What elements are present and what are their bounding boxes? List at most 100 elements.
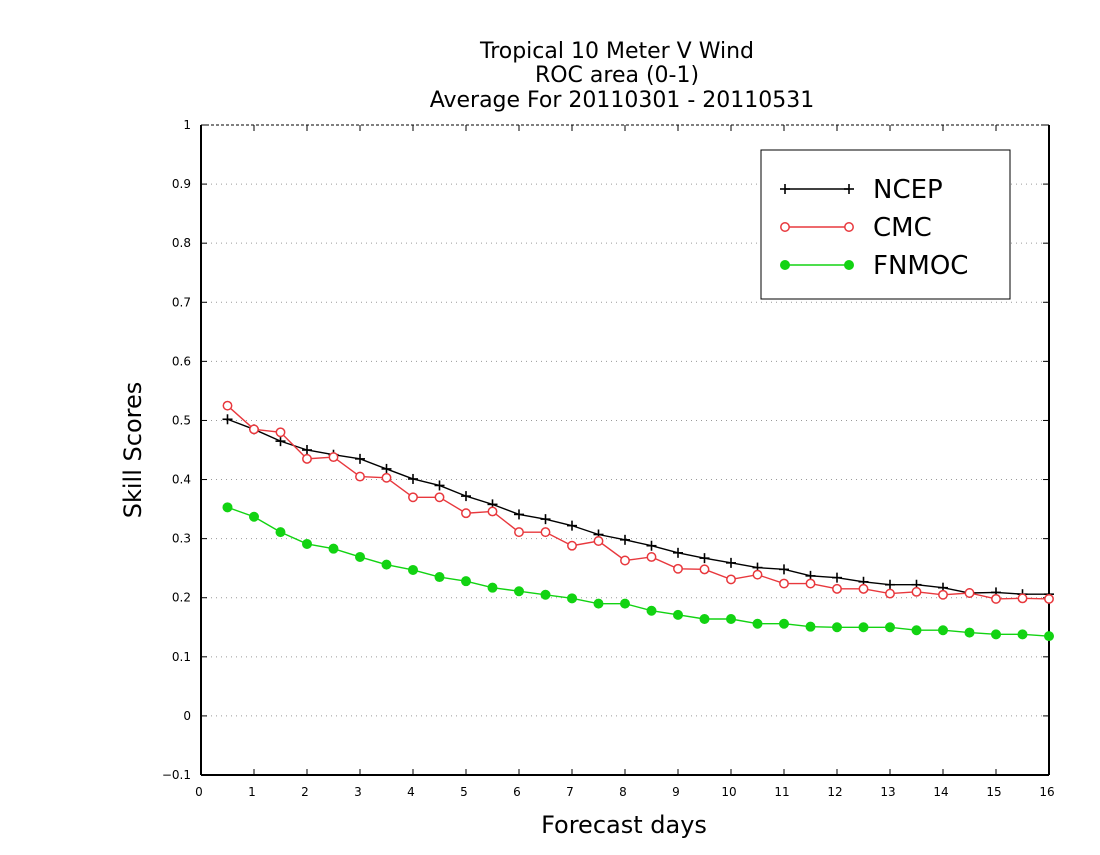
data-point-fnmoc bbox=[620, 598, 630, 609]
x-tick-label: 3 bbox=[354, 785, 362, 799]
chart-title-line-2: ROC area (0-1) bbox=[535, 63, 699, 88]
data-point-fnmoc bbox=[593, 598, 604, 609]
legend-marker-fnmoc bbox=[780, 260, 790, 270]
data-point-fnmoc bbox=[911, 625, 922, 636]
legend-marker-cmc bbox=[780, 222, 790, 232]
data-point-ncep bbox=[779, 564, 789, 575]
data-point-fnmoc bbox=[858, 622, 869, 633]
legend-marker-ncep bbox=[844, 184, 854, 194]
y-tick-label: 0.3 bbox=[172, 532, 191, 546]
x-tick-label: 6 bbox=[513, 785, 521, 799]
data-point-cmc bbox=[461, 508, 471, 519]
data-point-ncep bbox=[699, 553, 710, 564]
data-point-cmc bbox=[832, 583, 842, 594]
y-tick-label: 0.7 bbox=[172, 295, 191, 309]
data-point-cmc bbox=[302, 453, 312, 464]
data-point-cmc bbox=[540, 527, 551, 538]
data-point-ncep bbox=[275, 436, 286, 447]
data-point-ncep bbox=[646, 540, 657, 551]
legend-item-fnmoc: FNMOC bbox=[780, 251, 968, 281]
data-point-ncep bbox=[381, 463, 392, 474]
data-point-ncep bbox=[885, 579, 895, 590]
series-layer bbox=[222, 400, 1054, 642]
x-tick-label: 14 bbox=[933, 785, 948, 799]
y-tick-label: 0.6 bbox=[172, 354, 191, 368]
data-point-ncep bbox=[620, 534, 630, 545]
x-tick-label: 0 bbox=[195, 785, 203, 799]
data-point-cmc bbox=[328, 452, 339, 463]
data-point-fnmoc bbox=[779, 618, 789, 629]
data-point-fnmoc bbox=[514, 586, 524, 597]
legend-item-cmc: CMC bbox=[780, 213, 932, 243]
data-point-fnmoc bbox=[699, 614, 710, 624]
data-point-cmc bbox=[275, 427, 286, 438]
legend-label-cmc: CMC bbox=[873, 213, 932, 243]
data-point-cmc bbox=[620, 555, 630, 566]
legend-label-ncep: NCEP bbox=[873, 175, 943, 205]
legend: NCEP CMC FNMOC bbox=[760, 149, 1011, 300]
y-axis-title: Skill Scores bbox=[119, 382, 147, 519]
data-point-fnmoc bbox=[673, 609, 683, 620]
legend-marker-ncep bbox=[780, 184, 790, 194]
data-point-ncep bbox=[222, 414, 233, 425]
data-point-cmc bbox=[1044, 593, 1054, 604]
y-tick-label: 0.2 bbox=[172, 591, 191, 605]
data-point-fnmoc bbox=[567, 593, 577, 604]
x-tick-label: 4 bbox=[407, 785, 415, 799]
data-point-fnmoc bbox=[328, 543, 339, 554]
data-point-cmc bbox=[779, 578, 789, 589]
data-point-cmc bbox=[222, 400, 233, 411]
x-axis-title: Forecast days bbox=[541, 811, 707, 839]
data-point-ncep bbox=[302, 445, 312, 455]
chart-title-line-1: Tropical 10 Meter V Wind bbox=[479, 39, 754, 64]
data-point-fnmoc bbox=[964, 627, 975, 638]
y-tick-label: 0.1 bbox=[172, 650, 191, 664]
y-tick-label: 0.5 bbox=[172, 413, 191, 427]
data-point-fnmoc bbox=[540, 589, 551, 600]
data-point-cmc bbox=[673, 563, 683, 574]
data-point-fnmoc bbox=[249, 511, 259, 522]
data-point-cmc bbox=[805, 578, 816, 589]
data-point-cmc bbox=[355, 471, 365, 482]
data-point-fnmoc bbox=[991, 629, 1001, 640]
data-point-ncep bbox=[540, 514, 551, 525]
data-point-ncep bbox=[832, 572, 842, 583]
x-axis: 0 1 2 3 4 5 6 7 8 9 10 11 12 13 14 15 16 bbox=[195, 125, 1055, 799]
data-point-fnmoc bbox=[832, 622, 842, 633]
y-tick-label: 0.9 bbox=[172, 177, 191, 191]
series-cmc bbox=[222, 400, 1054, 604]
y-tick-label: −0.1 bbox=[162, 768, 191, 782]
data-point-cmc bbox=[726, 574, 736, 585]
data-point-fnmoc bbox=[275, 527, 286, 538]
chart-title-line-3: Average For 20110301 - 20110531 bbox=[430, 88, 815, 113]
x-tick-label: 11 bbox=[774, 785, 789, 799]
x-tick-label: 1 bbox=[248, 785, 256, 799]
y-tick-label: 1 bbox=[183, 118, 191, 132]
data-point-cmc bbox=[434, 492, 445, 503]
data-point-cmc bbox=[514, 527, 524, 538]
data-point-cmc bbox=[249, 424, 259, 435]
data-point-fnmoc bbox=[355, 551, 365, 562]
data-point-ncep bbox=[461, 491, 471, 502]
x-tick-label: 9 bbox=[672, 785, 680, 799]
data-point-cmc bbox=[567, 540, 577, 551]
x-tick-label: 10 bbox=[721, 785, 736, 799]
data-point-fnmoc bbox=[805, 621, 816, 632]
data-point-cmc bbox=[991, 593, 1001, 604]
legend-label-fnmoc: FNMOC bbox=[873, 251, 968, 281]
x-tick-label: 12 bbox=[827, 785, 842, 799]
x-tick-label: 2 bbox=[301, 785, 309, 799]
data-point-ncep bbox=[434, 480, 445, 491]
legend-item-ncep: NCEP bbox=[780, 175, 943, 205]
data-point-cmc bbox=[752, 569, 763, 580]
data-point-cmc bbox=[408, 492, 418, 503]
series-fnmoc bbox=[222, 502, 1054, 642]
data-point-ncep bbox=[355, 453, 365, 464]
data-point-cmc bbox=[858, 583, 869, 594]
legend-marker-fnmoc bbox=[844, 260, 854, 270]
data-point-fnmoc bbox=[222, 502, 233, 513]
x-tick-label: 16 bbox=[1039, 785, 1054, 799]
data-point-fnmoc bbox=[1017, 629, 1028, 640]
x-tick-label: 5 bbox=[460, 785, 468, 799]
